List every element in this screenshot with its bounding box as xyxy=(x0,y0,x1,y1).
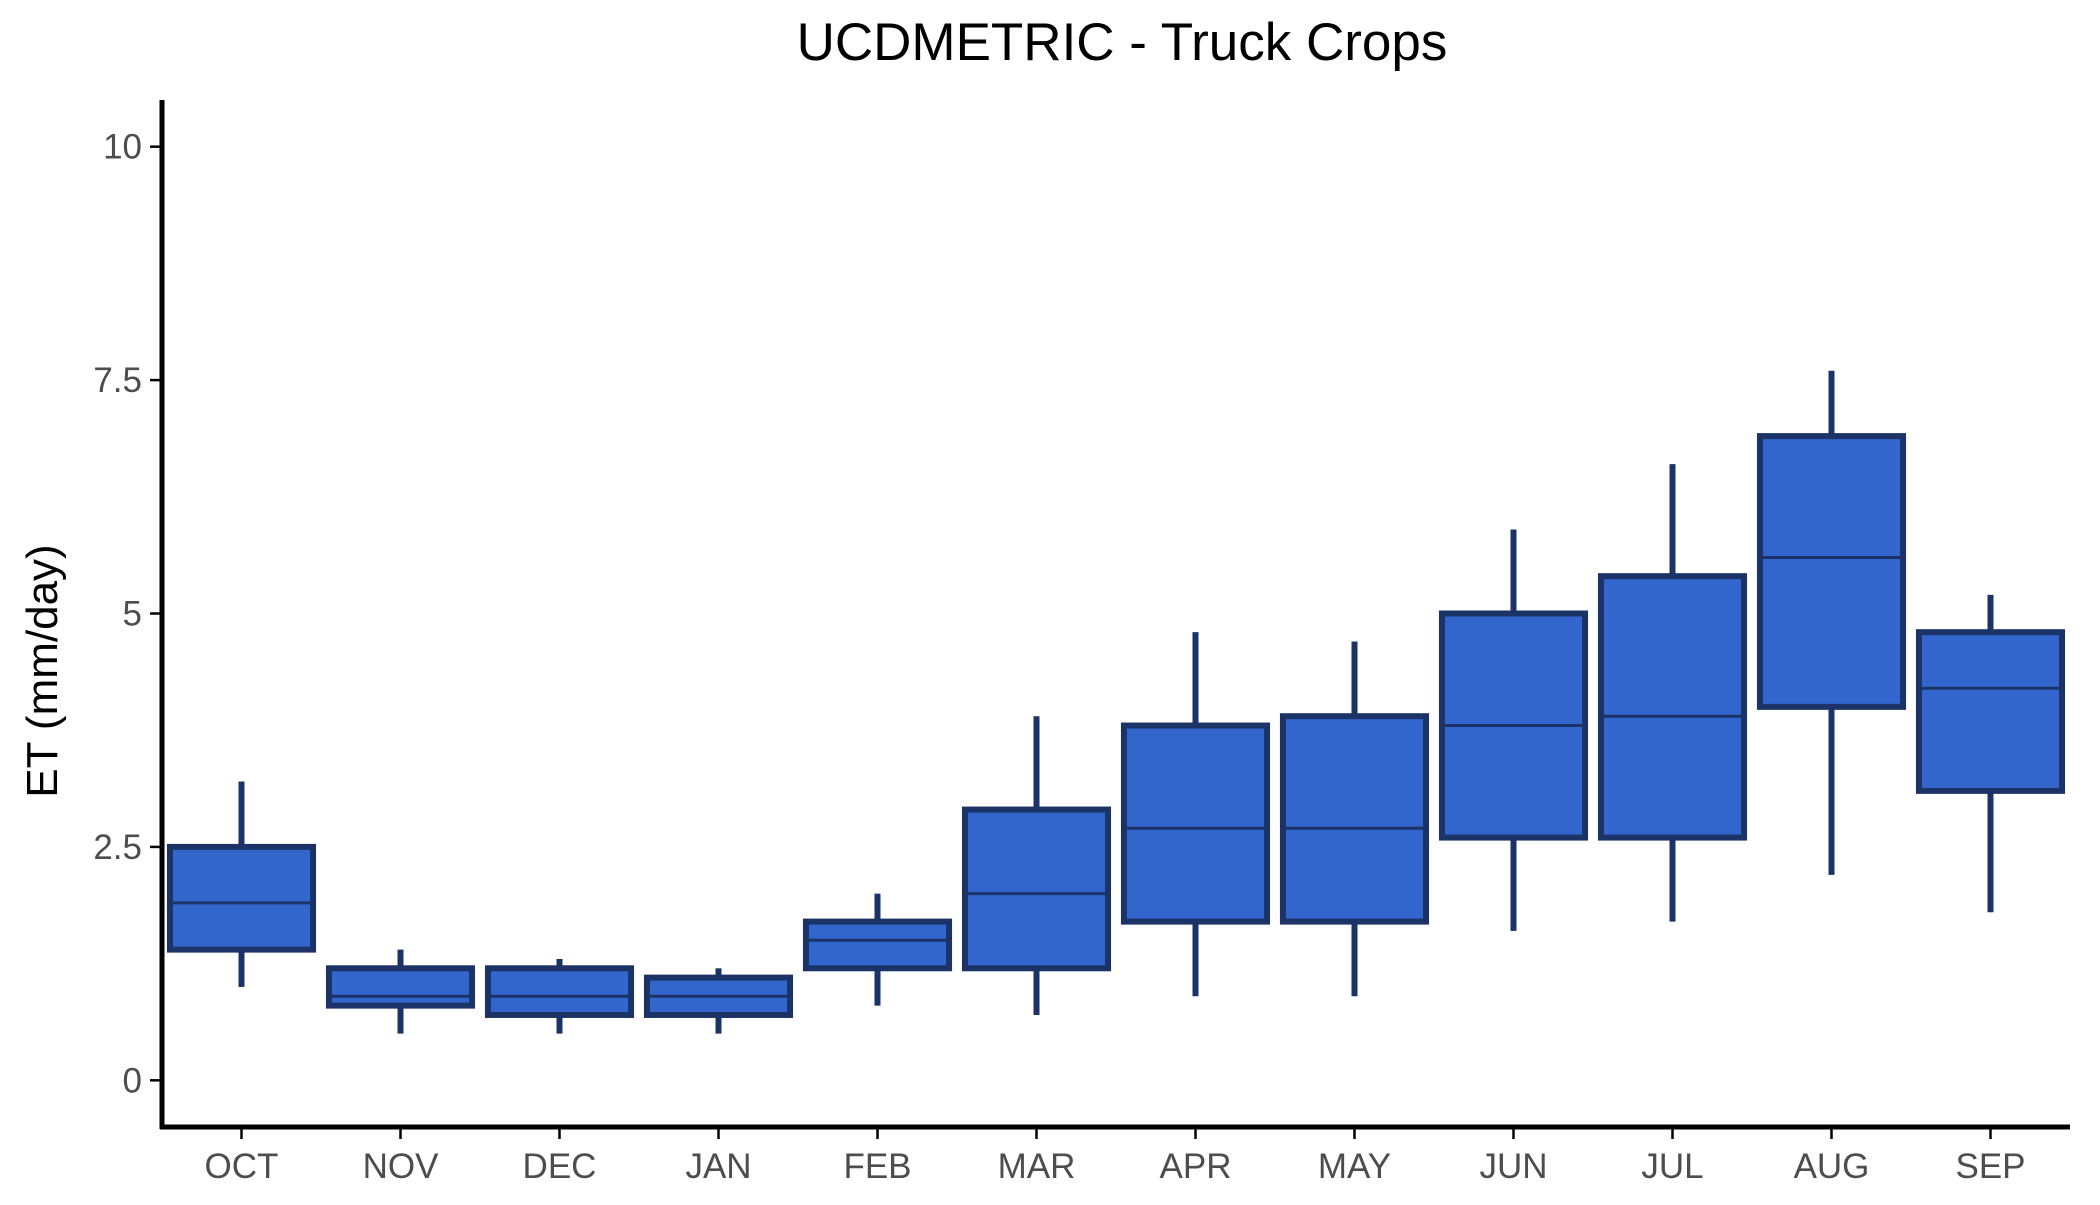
x-tick-label: SEP xyxy=(1955,1147,2025,1186)
box-mar xyxy=(961,716,1112,1015)
x-tick-label: JUL xyxy=(1641,1147,1703,1186)
box-nov xyxy=(325,949,476,1034)
y-tick-label: 0 xyxy=(123,1061,142,1100)
x-tick-label: MAY xyxy=(1318,1147,1391,1186)
x-tick-label: NOV xyxy=(363,1147,440,1186)
box-iqr xyxy=(1279,713,1430,925)
y-tick-label: 5 xyxy=(123,595,142,634)
box-iqr xyxy=(1120,722,1271,925)
y-tick-label: 7.5 xyxy=(93,361,142,400)
box-iqr xyxy=(1597,573,1748,841)
y-tick-label: 10 xyxy=(103,128,142,167)
y-axis-label: ET (mm/day) xyxy=(18,544,67,797)
x-tick-label: AUG xyxy=(1794,1147,1870,1186)
x-tick-label: JUN xyxy=(1479,1147,1547,1186)
box-iqr xyxy=(961,806,1112,972)
box-feb xyxy=(802,893,953,1006)
box-dec xyxy=(484,958,635,1034)
chart-title: UCDMETRIC - Truck Crops xyxy=(797,13,1448,72)
x-tick-label: OCT xyxy=(205,1147,279,1186)
box-iqr xyxy=(166,843,317,953)
box-may xyxy=(1279,641,1430,997)
box-aug xyxy=(1756,370,1907,875)
axes xyxy=(159,100,2070,1130)
box-jul xyxy=(1597,464,1748,922)
box-series xyxy=(166,370,2066,1034)
box-sep xyxy=(1915,594,2066,913)
box-jun xyxy=(1438,529,1589,931)
x-tick-label: APR xyxy=(1160,1147,1232,1186)
x-tick-label: MAR xyxy=(998,1147,1076,1186)
box-apr xyxy=(1120,632,1271,997)
box-iqr xyxy=(1756,433,1907,710)
x-tick-label: FEB xyxy=(843,1147,911,1186)
box-jan xyxy=(643,968,794,1034)
box-iqr xyxy=(484,965,635,1018)
x-tick-label: DEC xyxy=(523,1147,597,1186)
box-iqr xyxy=(325,965,476,1009)
box-iqr xyxy=(1915,629,2066,794)
y-tick-label: 2.5 xyxy=(93,828,142,867)
x-axis-ticks: OCT NOV DEC JAN FEB MAR APR MAY JUN JUL AUG SEP xyxy=(205,1127,2026,1186)
y-axis-ticks: 0 2.5 5 7.5 10 xyxy=(93,128,162,1100)
box-iqr xyxy=(802,918,953,972)
box-oct xyxy=(166,781,317,987)
x-tick-label: JAN xyxy=(685,1147,751,1186)
